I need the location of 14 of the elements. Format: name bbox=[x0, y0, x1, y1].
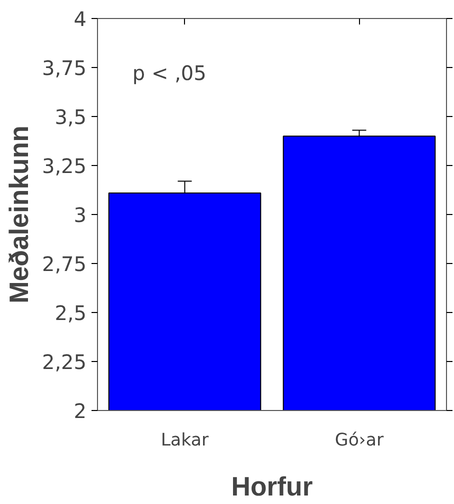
annotation: p < ,05 bbox=[132, 61, 206, 86]
x-tick-label: Lakar bbox=[160, 430, 210, 450]
y-tick-label: 2,75 bbox=[42, 252, 86, 276]
y-tick-label: 3,5 bbox=[54, 105, 87, 129]
x-axis-title: Horfur bbox=[231, 472, 313, 502]
y-tick-label: 4 bbox=[74, 7, 87, 31]
y-tick-label: 2,25 bbox=[42, 350, 86, 374]
y-tick-label: 2,5 bbox=[54, 301, 87, 325]
y-tick-label: 3,75 bbox=[42, 56, 86, 80]
y-axis-title: Meðaleinkunn bbox=[4, 126, 34, 304]
x-tick-label: Gó›ar bbox=[334, 430, 384, 450]
y-tick-label: 3,25 bbox=[42, 154, 86, 178]
y-tick-label: 2 bbox=[74, 399, 87, 423]
y-tick-label: 3 bbox=[74, 203, 87, 227]
